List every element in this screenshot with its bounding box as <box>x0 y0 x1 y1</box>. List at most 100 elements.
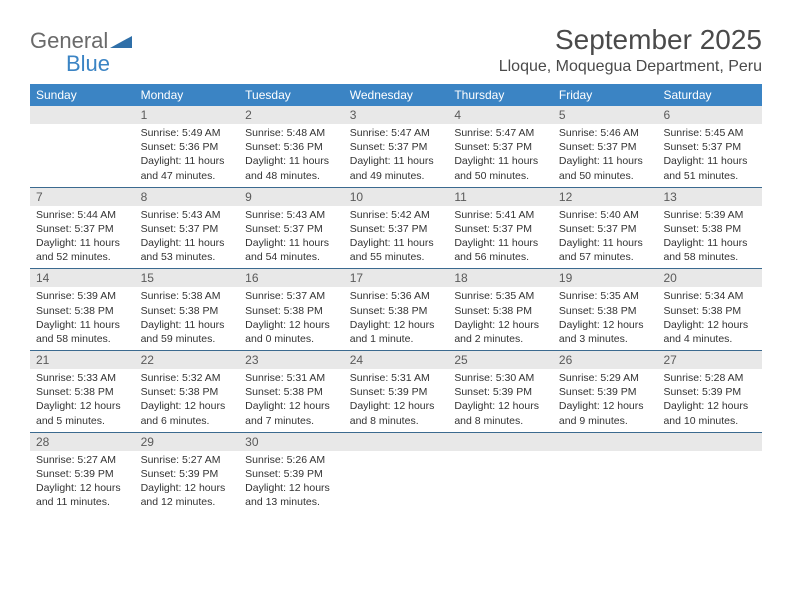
calendar-cell: 14Sunrise: 5:39 AMSunset: 5:38 PMDayligh… <box>30 269 135 350</box>
day-number: 20 <box>657 269 762 287</box>
info-line: Sunset: 5:38 PM <box>350 304 443 318</box>
calendar-cell: 16Sunrise: 5:37 AMSunset: 5:38 PMDayligh… <box>239 269 344 350</box>
day-number: 14 <box>30 269 135 287</box>
info-line: Sunset: 5:37 PM <box>454 222 547 236</box>
info-line: Sunrise: 5:26 AM <box>245 453 338 467</box>
info-line: Sunrise: 5:42 AM <box>350 208 443 222</box>
calendar-cell: 15Sunrise: 5:38 AMSunset: 5:38 PMDayligh… <box>135 269 240 350</box>
info-line: Daylight: 11 hours and 55 minutes. <box>350 236 443 264</box>
day-info: Sunrise: 5:32 AMSunset: 5:38 PMDaylight:… <box>135 369 240 428</box>
info-line: Daylight: 12 hours and 8 minutes. <box>454 399 547 427</box>
info-line: Daylight: 12 hours and 6 minutes. <box>141 399 234 427</box>
info-line: Sunrise: 5:40 AM <box>559 208 652 222</box>
day-info: Sunrise: 5:45 AMSunset: 5:37 PMDaylight:… <box>657 124 762 183</box>
day-number <box>657 433 762 451</box>
logo-text-block: General Blue <box>30 30 132 76</box>
info-line: Sunset: 5:39 PM <box>663 385 756 399</box>
day-info: Sunrise: 5:33 AMSunset: 5:38 PMDaylight:… <box>30 369 135 428</box>
calendar-cell: 21Sunrise: 5:33 AMSunset: 5:38 PMDayligh… <box>30 351 135 432</box>
info-line: Daylight: 11 hours and 48 minutes. <box>245 154 338 182</box>
calendar-cell: 8Sunrise: 5:43 AMSunset: 5:37 PMDaylight… <box>135 188 240 269</box>
calendar-cell: 30Sunrise: 5:26 AMSunset: 5:39 PMDayligh… <box>239 433 344 514</box>
calendar-cell: 4Sunrise: 5:47 AMSunset: 5:37 PMDaylight… <box>448 106 553 187</box>
dayhead-thursday: Thursday <box>448 84 553 106</box>
day-info: Sunrise: 5:39 AMSunset: 5:38 PMDaylight:… <box>657 206 762 265</box>
calendar-cell: 9Sunrise: 5:43 AMSunset: 5:37 PMDaylight… <box>239 188 344 269</box>
info-line: Sunset: 5:38 PM <box>245 385 338 399</box>
info-line: Sunset: 5:38 PM <box>141 304 234 318</box>
location-subtitle: Lloque, Moquegua Department, Peru <box>499 58 762 76</box>
calendar-cell: 22Sunrise: 5:32 AMSunset: 5:38 PMDayligh… <box>135 351 240 432</box>
info-line: Daylight: 11 hours and 51 minutes. <box>663 154 756 182</box>
info-line: Sunrise: 5:31 AM <box>245 371 338 385</box>
info-line: Sunrise: 5:35 AM <box>454 289 547 303</box>
calendar-cell: 2Sunrise: 5:48 AMSunset: 5:36 PMDaylight… <box>239 106 344 187</box>
day-info: Sunrise: 5:31 AMSunset: 5:39 PMDaylight:… <box>344 369 449 428</box>
brand-logo: General Blue <box>30 24 132 76</box>
logo-triangle-icon <box>110 32 132 53</box>
dayhead-saturday: Saturday <box>657 84 762 106</box>
info-line: Daylight: 11 hours and 54 minutes. <box>245 236 338 264</box>
info-line: Daylight: 12 hours and 10 minutes. <box>663 399 756 427</box>
info-line: Sunrise: 5:33 AM <box>36 371 129 385</box>
day-info: Sunrise: 5:42 AMSunset: 5:37 PMDaylight:… <box>344 206 449 265</box>
info-line: Sunset: 5:38 PM <box>245 304 338 318</box>
day-number: 18 <box>448 269 553 287</box>
calendar-cell: 1Sunrise: 5:49 AMSunset: 5:36 PMDaylight… <box>135 106 240 187</box>
day-number <box>30 106 135 124</box>
info-line: Sunrise: 5:32 AM <box>141 371 234 385</box>
info-line: Daylight: 12 hours and 5 minutes. <box>36 399 129 427</box>
week-row: 7Sunrise: 5:44 AMSunset: 5:37 PMDaylight… <box>30 188 762 270</box>
info-line: Daylight: 11 hours and 52 minutes. <box>36 236 129 264</box>
calendar-page: General Blue September 2025 Lloque, Moqu… <box>0 0 792 513</box>
info-line: Sunrise: 5:34 AM <box>663 289 756 303</box>
day-number: 26 <box>553 351 658 369</box>
calendar-cell: 11Sunrise: 5:41 AMSunset: 5:37 PMDayligh… <box>448 188 553 269</box>
info-line: Sunrise: 5:27 AM <box>141 453 234 467</box>
calendar-cell: 25Sunrise: 5:30 AMSunset: 5:39 PMDayligh… <box>448 351 553 432</box>
info-line: Sunrise: 5:35 AM <box>559 289 652 303</box>
day-info: Sunrise: 5:27 AMSunset: 5:39 PMDaylight:… <box>135 451 240 510</box>
calendar-cell: 12Sunrise: 5:40 AMSunset: 5:37 PMDayligh… <box>553 188 658 269</box>
day-number: 12 <box>553 188 658 206</box>
info-line: Daylight: 12 hours and 9 minutes. <box>559 399 652 427</box>
day-number: 21 <box>30 351 135 369</box>
day-info: Sunrise: 5:41 AMSunset: 5:37 PMDaylight:… <box>448 206 553 265</box>
info-line: Daylight: 11 hours and 49 minutes. <box>350 154 443 182</box>
week-row: 14Sunrise: 5:39 AMSunset: 5:38 PMDayligh… <box>30 269 762 351</box>
day-info: Sunrise: 5:34 AMSunset: 5:38 PMDaylight:… <box>657 287 762 346</box>
info-line: Sunset: 5:36 PM <box>141 140 234 154</box>
info-line: Sunrise: 5:30 AM <box>454 371 547 385</box>
day-info: Sunrise: 5:35 AMSunset: 5:38 PMDaylight:… <box>553 287 658 346</box>
calendar-cell <box>30 106 135 187</box>
logo-text-blue: Blue <box>66 51 110 76</box>
info-line: Daylight: 12 hours and 1 minute. <box>350 318 443 346</box>
info-line: Sunset: 5:39 PM <box>141 467 234 481</box>
info-line: Sunset: 5:37 PM <box>663 140 756 154</box>
info-line: Sunset: 5:38 PM <box>36 304 129 318</box>
info-line: Daylight: 12 hours and 7 minutes. <box>245 399 338 427</box>
day-number: 16 <box>239 269 344 287</box>
info-line: Sunset: 5:39 PM <box>245 467 338 481</box>
calendar-cell: 18Sunrise: 5:35 AMSunset: 5:38 PMDayligh… <box>448 269 553 350</box>
info-line: Sunset: 5:37 PM <box>350 222 443 236</box>
dayhead-tuesday: Tuesday <box>239 84 344 106</box>
info-line: Sunset: 5:37 PM <box>559 140 652 154</box>
info-line: Daylight: 12 hours and 13 minutes. <box>245 481 338 509</box>
day-number: 2 <box>239 106 344 124</box>
info-line: Daylight: 12 hours and 4 minutes. <box>663 318 756 346</box>
day-info: Sunrise: 5:37 AMSunset: 5:38 PMDaylight:… <box>239 287 344 346</box>
info-line: Sunrise: 5:27 AM <box>36 453 129 467</box>
info-line: Sunset: 5:37 PM <box>559 222 652 236</box>
dayhead-monday: Monday <box>135 84 240 106</box>
info-line: Sunset: 5:38 PM <box>663 304 756 318</box>
day-number: 3 <box>344 106 449 124</box>
day-number <box>448 433 553 451</box>
week-row: 21Sunrise: 5:33 AMSunset: 5:38 PMDayligh… <box>30 351 762 433</box>
day-info: Sunrise: 5:44 AMSunset: 5:37 PMDaylight:… <box>30 206 135 265</box>
calendar-cell: 20Sunrise: 5:34 AMSunset: 5:38 PMDayligh… <box>657 269 762 350</box>
calendar-cell: 13Sunrise: 5:39 AMSunset: 5:38 PMDayligh… <box>657 188 762 269</box>
info-line: Sunrise: 5:41 AM <box>454 208 547 222</box>
info-line: Sunset: 5:38 PM <box>454 304 547 318</box>
info-line: Sunset: 5:38 PM <box>36 385 129 399</box>
